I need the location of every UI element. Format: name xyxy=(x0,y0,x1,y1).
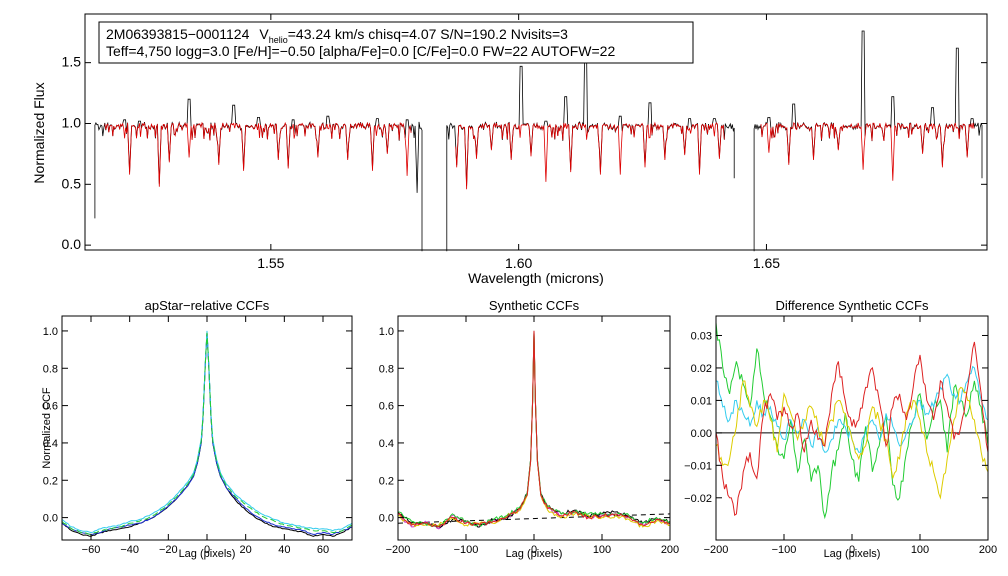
x-tick-label: 200 xyxy=(979,544,997,556)
info-line-2: Teff=4,750 logg=3.0 [Fe/H]=−0.50 [alpha/… xyxy=(106,43,615,59)
spectrum-axes-frame xyxy=(84,13,988,251)
ccf-series-visit-1 xyxy=(61,332,353,537)
y-tick-label: 0.0 xyxy=(43,513,58,525)
observed-spectrum-red xyxy=(753,30,983,252)
synthetic-ccf-title: Synthetic CCFs xyxy=(489,298,580,313)
x-tick-label: −100 xyxy=(772,544,797,556)
difference-ccf-title: Difference Synthetic CCFs xyxy=(776,298,929,313)
ccf-series-visit-4 xyxy=(397,332,671,528)
observed-spectrum-blue xyxy=(94,98,423,252)
x-tick-label: 1.65 xyxy=(753,255,780,271)
x-tick-label: −200 xyxy=(704,544,729,556)
apstar-ccf-xlabel: Lag (pixels) xyxy=(179,548,236,560)
y-tick-label: 0.6 xyxy=(43,401,58,413)
x-tick-label: −60 xyxy=(82,544,101,556)
y-tick-label: 0.02 xyxy=(691,363,712,375)
spectrum-xlabel: Wavelength (microns) xyxy=(468,270,604,286)
ccf-series-visit-2 xyxy=(397,330,671,528)
apstar-ccf-plot-area xyxy=(61,330,353,537)
velocity-stats: =43.24 km/s chisq=4.07 S/N=190.2 Nvisits… xyxy=(288,26,568,42)
x-tick-label: 1.55 xyxy=(257,255,284,271)
y-tick-label: 0.0 xyxy=(62,236,82,252)
apstar-ccf-ylabel: Normalized CCF xyxy=(41,387,53,469)
x-tick-label: 20 xyxy=(240,544,252,556)
y-tick-label: 1.5 xyxy=(62,54,82,70)
synthetic-ccf-plot-area xyxy=(397,330,671,530)
model-spectrum-red xyxy=(760,121,975,181)
y-tick-label: −0.01 xyxy=(684,460,712,472)
y-tick-label: 1.0 xyxy=(43,326,58,338)
spectrum-ylabel: Normalized Flux xyxy=(31,82,47,183)
y-tick-label: 0.00 xyxy=(691,428,712,440)
spectrum-panel: 1.55 1.60 1.65 0.0 0.5 1.0 1.5 2M06393815−0001… xyxy=(31,13,988,286)
synthetic-ccf-ticks: −200 −100 0 100 200 0.0 0.2 0.4 0.6 0.8 1.0 xyxy=(379,316,679,556)
difference-ccf-plot-area xyxy=(715,322,989,520)
x-tick-label: 60 xyxy=(317,544,329,556)
model-spectrum-green xyxy=(455,121,725,190)
ccf-series-visit-1 xyxy=(397,332,671,530)
apstar-ccf-panel: −60 −40 −20 0 20 40 60 0.0 0.2 0.4 0.6 0.8 1.0 apSta… xyxy=(41,298,353,560)
x-tick-label: 40 xyxy=(278,544,290,556)
info-line-1: 2M06393815−0001124 Vhelio=43.24 km/s chis… xyxy=(106,26,568,45)
velocity-subscript: helio xyxy=(269,35,288,45)
y-tick-label: 0.6 xyxy=(379,401,394,413)
y-tick-label: 0.8 xyxy=(43,363,58,375)
model-spectrum-blue xyxy=(104,121,412,187)
x-tick-label: −100 xyxy=(454,544,479,556)
spectrum-plot-area xyxy=(94,30,983,252)
x-tick-label: 0 xyxy=(531,544,537,556)
y-tick-label: 1.0 xyxy=(379,326,394,338)
apstar-ccf-ticks: −60 −40 −20 0 20 40 60 0.0 0.2 0.4 0.6 0.8 1.0 xyxy=(43,316,352,556)
spectrum-ticks: 1.55 1.60 1.65 0.0 0.5 1.0 1.5 xyxy=(62,14,987,271)
x-tick-label: 0 xyxy=(849,544,855,556)
x-tick-label: −40 xyxy=(120,544,139,556)
ccf-series-yellow xyxy=(715,380,989,500)
ccf-series-combined xyxy=(61,332,353,535)
y-tick-label: 0.03 xyxy=(691,330,712,342)
y-tick-label: 0.4 xyxy=(379,438,394,450)
synthetic-ccf-panel: −200 −100 0 100 200 0.0 0.2 0.4 0.6 0.8 1.0 Synthe… xyxy=(379,298,679,560)
observed-spectrum-green xyxy=(446,53,735,252)
difference-ccf-ticks: −200 −100 0 100 200 −0.02 −0.01 0.00 0.01 0.02 0.0… xyxy=(684,316,997,556)
y-tick-label: 0.2 xyxy=(43,475,58,487)
difference-ccf-panel: −200 −100 0 100 200 −0.02 −0.01 0.00 0.01 0.02 0.0… xyxy=(684,298,997,560)
ccf-series-visit-3 xyxy=(61,330,353,534)
x-tick-label: −20 xyxy=(159,544,178,556)
apstar-ccf-axes-frame xyxy=(61,315,353,541)
ccf-series-visit-3 xyxy=(397,332,671,528)
x-tick-label: −200 xyxy=(386,544,411,556)
y-tick-label: 0.2 xyxy=(379,475,394,487)
y-tick-label: 0.0 xyxy=(379,513,394,525)
y-tick-label: 0.01 xyxy=(691,395,712,407)
y-tick-label: 0.4 xyxy=(43,438,58,450)
ccf-series-green xyxy=(715,322,989,520)
x-tick-label: 200 xyxy=(661,544,679,556)
x-tick-label: 0 xyxy=(204,544,210,556)
y-tick-label: 0.5 xyxy=(62,175,82,191)
x-tick-label: 100 xyxy=(911,544,929,556)
x-tick-label: 1.60 xyxy=(505,255,532,271)
velocity-label: V xyxy=(259,26,269,42)
y-tick-label: 1.0 xyxy=(62,114,82,130)
info-box xyxy=(98,21,694,64)
y-tick-label: −0.02 xyxy=(684,493,712,505)
ccf-series-red xyxy=(715,341,989,516)
ccf-series-visit-5 xyxy=(397,330,671,528)
synthetic-ccf-xlabel: Lag (pixels) xyxy=(506,548,563,560)
y-tick-label: 0.8 xyxy=(379,363,394,375)
apstar-ccf-title: apStar−relative CCFs xyxy=(145,298,270,313)
star-id: 2M06393815−0001124 xyxy=(106,26,250,42)
difference-ccf-xlabel: Lag (pixels) xyxy=(824,548,881,560)
ccf-series-visit-2 xyxy=(61,332,353,536)
x-tick-label: 100 xyxy=(593,544,611,556)
